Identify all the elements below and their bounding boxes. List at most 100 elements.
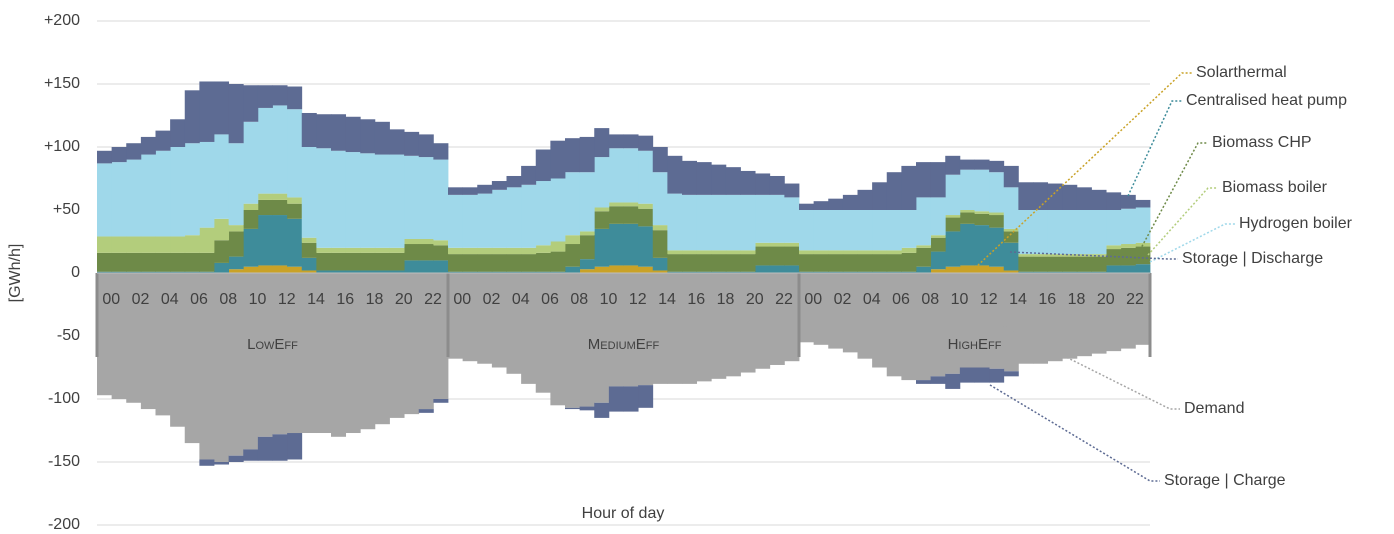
area-step bbox=[579, 172, 595, 232]
area-step bbox=[696, 194, 712, 251]
area-step bbox=[199, 227, 215, 253]
area-step bbox=[170, 236, 186, 253]
area-step bbox=[828, 273, 844, 349]
area-step bbox=[667, 250, 683, 255]
area-step bbox=[959, 223, 975, 266]
x-tick-label: 04 bbox=[161, 291, 179, 308]
area-step bbox=[682, 273, 698, 384]
area-step bbox=[477, 273, 493, 364]
area-step bbox=[565, 138, 581, 173]
area-step bbox=[945, 373, 961, 389]
area-step bbox=[579, 136, 595, 173]
x-tick-label: 06 bbox=[541, 291, 559, 308]
area-step bbox=[725, 250, 741, 255]
area-step bbox=[331, 252, 347, 271]
area-step bbox=[316, 270, 332, 273]
area-step bbox=[462, 271, 478, 273]
area-step bbox=[784, 273, 800, 362]
area-step bbox=[535, 273, 551, 393]
area-step bbox=[301, 242, 317, 258]
area-step bbox=[287, 218, 303, 267]
area-step bbox=[842, 194, 858, 210]
area-step bbox=[696, 254, 712, 272]
area-step bbox=[1047, 273, 1063, 362]
area-step bbox=[199, 459, 215, 466]
area-step bbox=[491, 254, 507, 272]
area-step bbox=[945, 217, 961, 232]
legend-label: Demand bbox=[1184, 400, 1244, 417]
area-step bbox=[784, 246, 800, 266]
area-step bbox=[769, 265, 785, 273]
area-step bbox=[813, 271, 829, 273]
area-step bbox=[1106, 249, 1122, 266]
area-step bbox=[301, 237, 317, 243]
area-step bbox=[667, 155, 683, 194]
area-step bbox=[989, 266, 1005, 273]
area-step bbox=[111, 147, 127, 163]
area-step bbox=[886, 250, 902, 255]
area-step bbox=[989, 227, 1005, 267]
area-step bbox=[667, 254, 683, 272]
area-step bbox=[448, 187, 464, 195]
area-step bbox=[331, 273, 347, 437]
area-step bbox=[433, 260, 449, 273]
area-step bbox=[126, 273, 142, 403]
area-step bbox=[608, 265, 624, 273]
area-step bbox=[272, 193, 288, 200]
area-step bbox=[916, 380, 932, 384]
x-tick-label: 18 bbox=[1068, 291, 1086, 308]
area-step bbox=[1047, 271, 1063, 273]
area-step bbox=[1003, 270, 1019, 273]
area-step bbox=[1091, 210, 1107, 255]
area-step bbox=[1033, 273, 1049, 364]
area-step bbox=[550, 251, 566, 272]
area-step bbox=[974, 273, 990, 368]
y-axis-label: [GWh/h] bbox=[7, 244, 24, 303]
area-step bbox=[155, 273, 171, 416]
area-step bbox=[418, 273, 434, 410]
area-step bbox=[916, 162, 932, 198]
area-step bbox=[608, 206, 624, 224]
area-step bbox=[959, 159, 975, 170]
area-step bbox=[1106, 245, 1122, 250]
area-step bbox=[345, 273, 361, 434]
area-step bbox=[418, 134, 434, 158]
area-step bbox=[214, 81, 230, 135]
y-tick-label: +100 bbox=[44, 138, 80, 155]
area-step bbox=[667, 273, 683, 384]
area-step bbox=[1120, 194, 1136, 209]
area-step bbox=[521, 165, 537, 185]
area-step bbox=[886, 273, 902, 377]
area-step bbox=[374, 154, 390, 248]
area-step bbox=[462, 273, 478, 362]
area-step bbox=[711, 271, 727, 273]
area-step bbox=[521, 254, 537, 272]
x-tick-label: 00 bbox=[804, 291, 822, 308]
area-step bbox=[389, 273, 405, 418]
area-step bbox=[872, 182, 888, 210]
area-step bbox=[389, 247, 405, 253]
area-step bbox=[579, 231, 595, 236]
area-step bbox=[1135, 207, 1151, 243]
area-step bbox=[652, 172, 668, 226]
area-step bbox=[360, 252, 376, 271]
area-step bbox=[565, 266, 581, 273]
area-step bbox=[886, 254, 902, 272]
area-step bbox=[491, 271, 507, 273]
area-step bbox=[433, 240, 449, 246]
area-step bbox=[579, 259, 595, 270]
area-step bbox=[126, 236, 142, 253]
area-step bbox=[638, 273, 654, 386]
area-step bbox=[448, 194, 464, 248]
area-step bbox=[623, 134, 639, 149]
area-step bbox=[799, 203, 815, 210]
area-step bbox=[331, 150, 347, 248]
area-step bbox=[696, 162, 712, 195]
area-step bbox=[872, 273, 888, 368]
area-step bbox=[170, 273, 186, 427]
area-step bbox=[682, 194, 698, 251]
area-step bbox=[506, 175, 522, 188]
area-step bbox=[594, 266, 610, 273]
area-step bbox=[243, 85, 259, 122]
area-step bbox=[1003, 228, 1019, 232]
